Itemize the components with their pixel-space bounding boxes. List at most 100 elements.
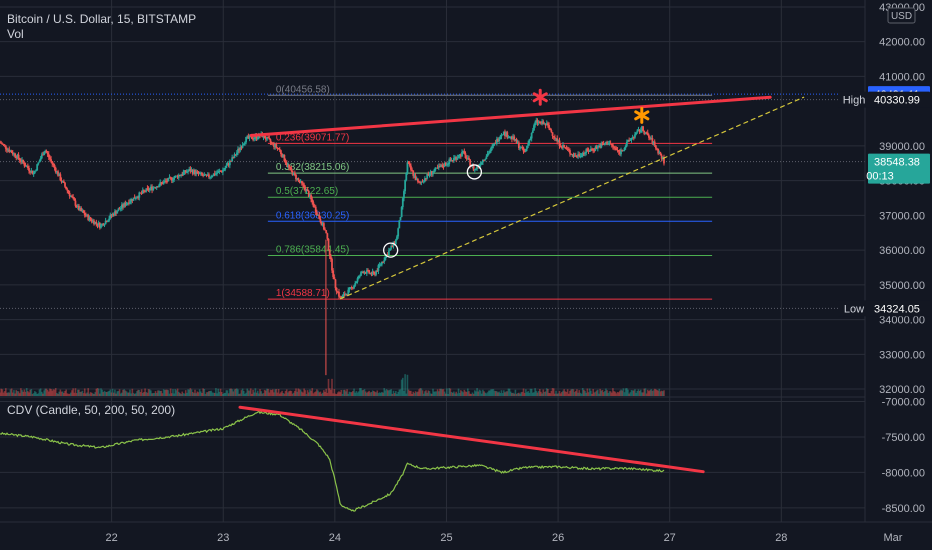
- candle-body[interactable]: [374, 273, 376, 275]
- candle-body[interactable]: [439, 166, 441, 168]
- candle-body[interactable]: [65, 186, 68, 190]
- candle-body[interactable]: [419, 182, 422, 184]
- candle-body[interactable]: [45, 150, 48, 153]
- candle-body[interactable]: [582, 153, 585, 155]
- candle-body[interactable]: [345, 293, 347, 296]
- candle-body[interactable]: [542, 121, 545, 125]
- candle-body[interactable]: [486, 153, 489, 157]
- candle-body[interactable]: [349, 287, 352, 289]
- candle-body[interactable]: [558, 140, 561, 146]
- candle-body[interactable]: [158, 185, 160, 188]
- candle-body[interactable]: [499, 136, 502, 140]
- candle-body[interactable]: [307, 191, 310, 197]
- candle-body[interactable]: [423, 178, 426, 182]
- cdv-trendline[interactable]: [238, 405, 705, 474]
- candle-body[interactable]: [472, 165, 475, 171]
- candle-body[interactable]: [146, 188, 149, 190]
- candle-body[interactable]: [155, 186, 158, 188]
- candle-body[interactable]: [133, 197, 136, 199]
- candle-body[interactable]: [93, 220, 95, 225]
- candle-body[interactable]: [71, 196, 73, 198]
- candle-body[interactable]: [52, 163, 55, 165]
- candle-body[interactable]: [281, 153, 283, 158]
- candle-body[interactable]: [299, 180, 302, 182]
- candle-body[interactable]: [643, 130, 646, 134]
- candle-body[interactable]: [303, 184, 306, 188]
- circle-annotation[interactable]: [466, 164, 483, 180]
- candle-body[interactable]: [35, 170, 37, 172]
- candle-body[interactable]: [134, 198, 137, 200]
- candle-body[interactable]: [411, 169, 413, 171]
- candle-body[interactable]: [32, 173, 35, 175]
- red-asterisk-marker[interactable]: [532, 88, 548, 106]
- candle-body[interactable]: [263, 134, 266, 139]
- candle-body[interactable]: [327, 238, 330, 251]
- candle-body[interactable]: [545, 123, 548, 126]
- candle-body[interactable]: [198, 173, 201, 175]
- candle-body[interactable]: [255, 135, 258, 139]
- candle-body[interactable]: [228, 160, 231, 166]
- candle-body[interactable]: [601, 143, 604, 145]
- candle-body[interactable]: [645, 132, 648, 134]
- candle-body[interactable]: [351, 287, 354, 289]
- candle-body[interactable]: [324, 229, 326, 231]
- candle-body[interactable]: [393, 241, 396, 244]
- candle-body[interactable]: [100, 224, 102, 228]
- support-trendline[interactable]: [339, 96, 805, 300]
- candle-body[interactable]: [403, 191, 405, 199]
- candle-body[interactable]: [104, 220, 107, 225]
- candle-body[interactable]: [609, 143, 612, 145]
- candle-body[interactable]: [68, 192, 71, 197]
- candle-body[interactable]: [638, 129, 641, 133]
- candle-body[interactable]: [313, 206, 316, 208]
- candle-body[interactable]: [184, 170, 187, 173]
- candle-body[interactable]: [341, 295, 344, 298]
- candle-body[interactable]: [369, 272, 372, 274]
- candle-body[interactable]: [475, 168, 477, 170]
- candle-body[interactable]: [593, 150, 596, 152]
- candle-body[interactable]: [40, 154, 43, 159]
- candle-body[interactable]: [241, 145, 244, 148]
- candle-body[interactable]: [215, 173, 217, 175]
- candle-body[interactable]: [296, 178, 299, 180]
- candle-body[interactable]: [338, 291, 340, 297]
- candle-body[interactable]: [579, 155, 582, 157]
- candle-body[interactable]: [139, 192, 142, 194]
- candle-body[interactable]: [124, 203, 127, 206]
- cdv-indicator-label[interactable]: CDV (Candle, 50, 200, 50, 200): [7, 403, 175, 417]
- candle-body[interactable]: [286, 164, 289, 166]
- candle-body[interactable]: [102, 223, 105, 226]
- candle-body[interactable]: [267, 137, 270, 139]
- candle-body[interactable]: [458, 154, 461, 158]
- candle-body[interactable]: [117, 208, 120, 212]
- candle-body[interactable]: [427, 174, 430, 176]
- candle-body[interactable]: [514, 139, 517, 141]
- candle-body[interactable]: [105, 220, 108, 222]
- candle-body[interactable]: [555, 138, 557, 140]
- candle-body[interactable]: [584, 152, 586, 154]
- candle-body[interactable]: [138, 192, 141, 198]
- candle-body[interactable]: [595, 146, 598, 149]
- candle-body[interactable]: [7, 149, 10, 151]
- candle-body[interactable]: [191, 170, 194, 174]
- candle-body[interactable]: [363, 272, 366, 274]
- price-badge[interactable]: 34324.05 Low: [838, 300, 930, 317]
- candle-body[interactable]: [495, 139, 498, 144]
- candle-body[interactable]: [500, 134, 503, 137]
- candle-body[interactable]: [192, 170, 195, 174]
- candle-body[interactable]: [608, 143, 611, 145]
- candle-body[interactable]: [632, 137, 635, 139]
- candle-body[interactable]: [72, 197, 75, 199]
- candle-body[interactable]: [110, 214, 113, 216]
- candle-body[interactable]: [226, 163, 229, 166]
- candle-body[interactable]: [50, 159, 52, 162]
- candle-body[interactable]: [565, 148, 568, 150]
- candle-body[interactable]: [217, 171, 220, 173]
- candle-body[interactable]: [663, 157, 665, 164]
- candle-body[interactable]: [548, 125, 550, 129]
- candle-body[interactable]: [218, 170, 221, 172]
- candle-body[interactable]: [156, 186, 159, 188]
- candle-body[interactable]: [497, 139, 499, 142]
- candle-body[interactable]: [201, 172, 203, 175]
- candle-body[interactable]: [479, 164, 482, 166]
